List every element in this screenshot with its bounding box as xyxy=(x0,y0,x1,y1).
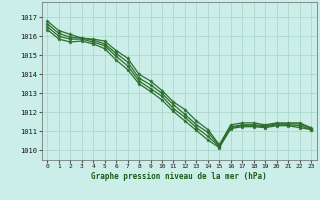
X-axis label: Graphe pression niveau de la mer (hPa): Graphe pression niveau de la mer (hPa) xyxy=(91,172,267,181)
